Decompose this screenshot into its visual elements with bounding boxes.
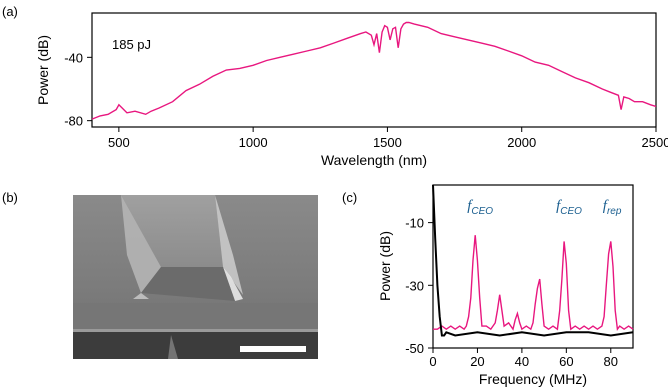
peak-label-subscript: CEO (560, 206, 582, 217)
peak-label-subscript: CEO (471, 206, 493, 217)
panel-a-y-axis-title: Power (dB) (35, 35, 51, 105)
panel-c-y-axis: -10 -30 -50 (405, 216, 433, 356)
panel-a-x-tick-label: 500 (108, 135, 130, 150)
peak-label: fCEO (556, 198, 582, 217)
panel-a-x-tick-label: 1500 (373, 135, 402, 150)
panel-a-spectrum-line (91, 21, 657, 120)
panel-c-y-axis-title: Power (dB) (377, 231, 393, 301)
panel-a-x-axis-title: Wavelength (nm) (321, 152, 427, 168)
panel-a-frame (91, 12, 657, 128)
panel-a-annotation: 185 pJ (112, 37, 151, 52)
peak-label-base: f (467, 198, 473, 214)
peak-label-base: f (603, 198, 609, 214)
panel-c-y-tick-label: -10 (405, 216, 424, 231)
panel-c-peak-labels: fCEO fCEO frep (467, 198, 622, 217)
panel-c-x-tick-label: 40 (515, 354, 529, 369)
panel-a-x-tick-label: 1000 (239, 135, 268, 150)
peak-label: fCEO (467, 198, 493, 217)
panel-c-x-tick-label: 20 (470, 354, 484, 369)
panel-a-label: (a) (2, 4, 18, 19)
scale-bar (240, 346, 306, 352)
panel-a-y-tick-label: -40 (64, 50, 83, 65)
panel-a-y-axis: -40 -80 (64, 50, 92, 129)
panel-a-x-tick-label: 2000 (507, 135, 536, 150)
panel-c-frame (432, 184, 634, 349)
panel-b-label: (b) (2, 190, 18, 205)
sem-micrograph (73, 195, 318, 359)
panel-c-x-tick-label: 0 (429, 354, 436, 369)
peak-label-subscript: rep (607, 206, 622, 217)
panel-c-label: (c) (342, 190, 357, 205)
peak-label-base: f (556, 198, 562, 214)
panel-c-x-tick-label: 80 (604, 354, 618, 369)
peak-label: frep (603, 198, 622, 217)
panel-a-x-axis: 500 1000 1500 2000 2500 (108, 127, 668, 150)
panel-c-x-axis-title: Frequency (MHz) (479, 371, 587, 387)
panel-c-y-tick-label: -50 (405, 341, 424, 356)
panel-c-x-axis: 0 20 40 60 80 (429, 348, 618, 369)
panel-a-x-tick-label: 2500 (642, 135, 668, 150)
panel-c-signal-line (433, 235, 634, 332)
panel-a-y-tick-label: -80 (64, 114, 83, 129)
panel-c-y-tick-label: -30 (405, 278, 424, 293)
panel-c-background-line (432, 184, 634, 337)
waveguide-image (73, 195, 318, 359)
panel-c-x-tick-label: 60 (559, 354, 573, 369)
